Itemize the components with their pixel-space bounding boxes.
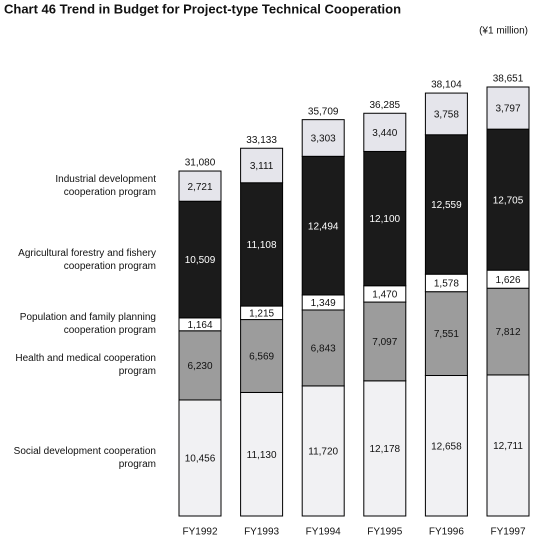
value-label: 3,440 [372,128,397,139]
value-label: 12,100 [370,214,401,225]
total-label: 38,651 [493,74,524,85]
bar-segment [424,92,468,136]
bar-segment [363,301,407,382]
value-label: 7,551 [434,329,459,340]
unit-label: (¥1 million) [479,26,528,37]
value-label: 11,108 [247,240,277,251]
value-label: 12,711 [493,441,523,452]
value-label: 12,178 [370,444,401,455]
value-label: 3,111 [250,161,274,172]
value-label: 3,797 [495,104,520,115]
bar-segment [178,170,222,202]
value-label: 12,494 [308,221,339,232]
total-label: 33,133 [246,135,277,146]
bar-segment [240,147,284,184]
value-label: 11,720 [308,447,338,458]
value-label: 1,626 [495,275,520,286]
value-label: 1,164 [187,320,212,331]
x-tick-label: FY1995 [367,527,402,538]
legend-label: Health and medical cooperation program [15,353,156,378]
value-label: 1,578 [434,279,459,290]
x-tick-label: FY1993 [244,527,279,538]
value-label: 11,130 [247,450,277,461]
value-label: 1,215 [249,308,274,319]
value-label: 6,230 [187,361,212,372]
legend-label: Social development cooperation program [13,445,156,470]
bar-segment [301,119,345,157]
x-tick-label: FY1992 [182,527,217,538]
total-label: 35,709 [308,106,339,117]
total-label: 38,104 [431,80,462,91]
bar-segment [240,319,284,393]
value-label: 6,569 [249,352,274,363]
value-label: 3,303 [311,134,336,145]
bar-segment [240,182,284,307]
total-label: 31,080 [185,158,216,169]
value-label: 1,349 [311,298,336,309]
value-label: 3,758 [434,110,459,121]
value-label: 12,705 [493,195,524,206]
legend-label: Population and family planning cooperati… [19,312,156,337]
bar-segment [301,385,345,517]
total-label: 36,285 [370,100,401,111]
x-tick-label: FY1994 [306,527,341,538]
bar-segment [178,399,222,517]
bar-segment [363,150,407,287]
bar-segment [363,112,407,152]
legend-label: Industrial development cooperation progr… [55,174,156,199]
legend-label: Agricultural forestry and fishery cooper… [18,247,156,272]
value-label: 10,509 [185,255,216,266]
bar-segment [240,391,284,517]
bar-segment [424,134,468,275]
bar-segment [486,128,530,271]
x-tick-label: FY1997 [490,527,525,538]
bar-segment [486,287,530,376]
bar-segment [424,291,468,377]
bar-segment [363,380,407,517]
x-tick-label: FY1996 [429,527,464,538]
bar-segment [424,375,468,517]
value-label: 1,470 [372,290,397,301]
value-label: 2,721 [187,182,212,193]
value-label: 7,812 [495,327,520,338]
value-label: 12,559 [431,200,462,211]
bar-segment [301,309,345,387]
bar-segment [178,200,222,319]
value-label: 12,658 [431,441,462,452]
bar-segment [178,330,222,401]
chart-title: Chart 46 Trend in Budget for Project-typ… [4,1,401,16]
value-label: 10,456 [185,454,216,465]
value-label: 6,843 [311,344,336,355]
bar-segment [301,155,345,296]
value-label: 7,097 [372,337,397,348]
bar-segment [486,86,530,130]
